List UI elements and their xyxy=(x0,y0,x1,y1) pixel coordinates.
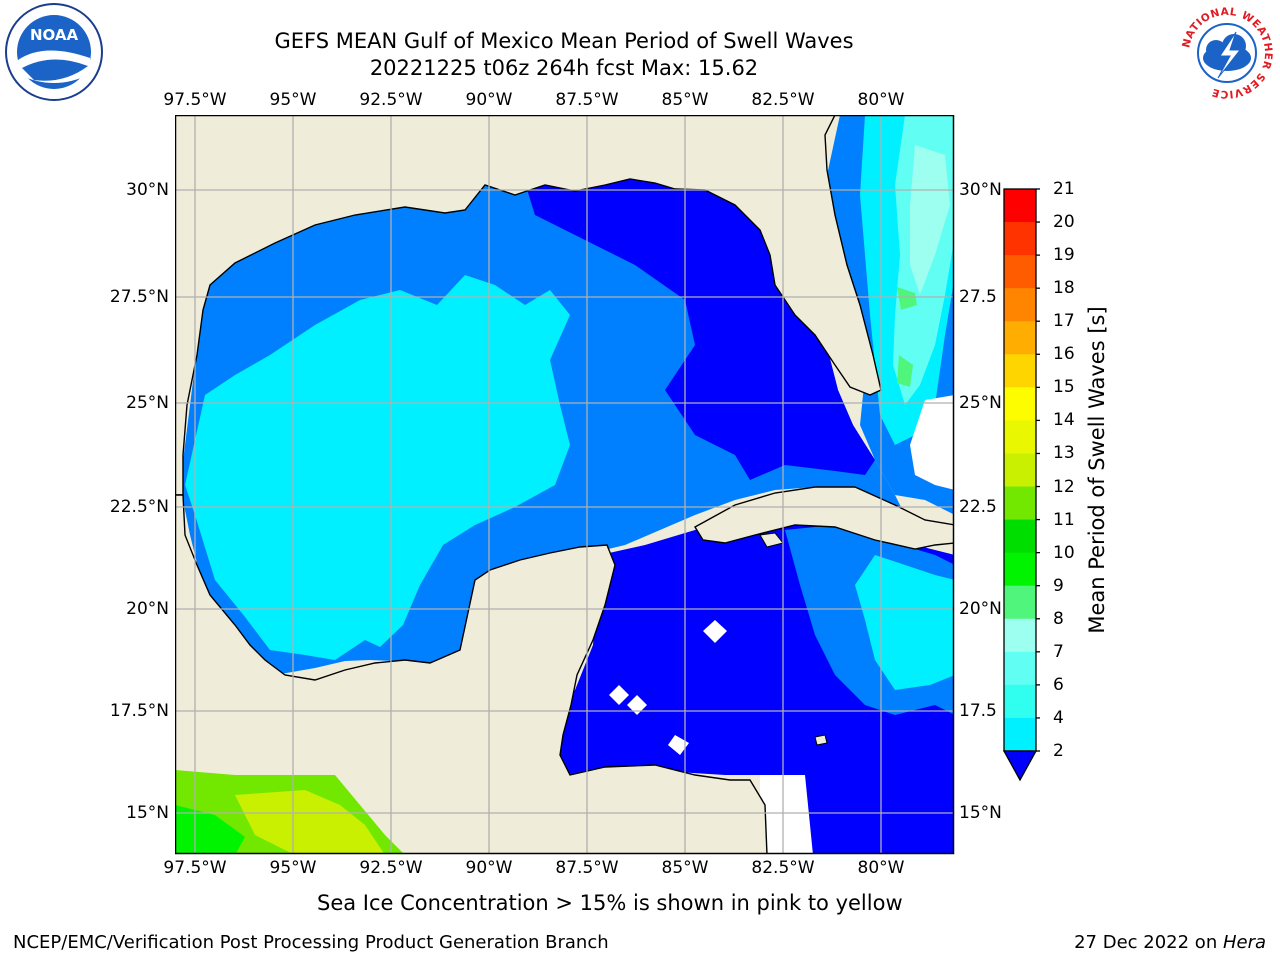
lon-tick-bottom: 85°W xyxy=(661,858,709,878)
lon-tick-bottom: 82.5°W xyxy=(751,858,815,878)
colorbar-segment xyxy=(1004,453,1036,488)
land-mexico xyxy=(175,494,768,854)
lon-tick-top: 92.5°W xyxy=(359,90,423,110)
colorbar-segment xyxy=(1004,387,1036,421)
map-panel xyxy=(175,115,955,855)
footer-date: 27 Dec 2022 on Hera xyxy=(1074,932,1266,953)
chart-subtitle: 20221225 t06z 264h fcst Max: 15.62 xyxy=(369,56,759,80)
colorbar-tick-label: 12 xyxy=(1053,476,1075,497)
colorbar-segment xyxy=(1004,321,1036,355)
colorbar-tick-label: 9 xyxy=(1053,575,1064,596)
pacific-swell-yellow xyxy=(235,790,385,854)
colorbar-tick-label: 8 xyxy=(1053,608,1064,629)
atlantic-swell-9-10 xyxy=(897,287,917,387)
colorbar-segment xyxy=(1004,354,1036,388)
colorbar-segment xyxy=(1004,222,1036,256)
lon-tick-bottom: 80°W xyxy=(857,858,905,878)
colorbar-tick-label: 21 xyxy=(1053,179,1075,199)
colorbar-tick-label: 7 xyxy=(1053,641,1064,662)
lat-tick-left: 27.5°N xyxy=(109,287,169,307)
colorbar-tick-label: 2 xyxy=(1053,741,1064,761)
lon-tick-top: 80°W xyxy=(857,90,905,110)
colorbar-tick-label: 20 xyxy=(1053,212,1075,233)
lon-tick-bottom: 95°W xyxy=(269,858,317,878)
footer-credit: NCEP/EMC/Verification Post Processing Pr… xyxy=(13,932,609,953)
lat-tick-right: 15°N xyxy=(959,803,1002,823)
colorbar-segment xyxy=(1004,288,1036,322)
lat-tick-left: 22.5°N xyxy=(109,497,169,517)
colorbar-segment xyxy=(1004,552,1036,587)
colorbar-segment xyxy=(1004,585,1036,620)
chart-title: GEFS MEAN Gulf of Mexico Mean Period of … xyxy=(274,29,854,53)
nws-logo: NATIONAL WEATHER SERVICE xyxy=(1180,6,1274,100)
map-gridlines xyxy=(175,115,954,854)
map-frame xyxy=(175,115,955,855)
lon-tick-top: 82.5°W xyxy=(751,90,815,110)
colorbar-label: Mean Period of Swell Waves [s] xyxy=(1085,306,1109,634)
colorbar-tick-label: 13 xyxy=(1053,443,1075,464)
lon-tick-bottom: 87.5°W xyxy=(555,858,619,878)
lat-tick-right: 30°N xyxy=(959,180,1002,200)
colorbar-segment xyxy=(1004,189,1036,223)
lat-tick-left: 15°N xyxy=(126,803,169,823)
colorbar-tick-label: 10 xyxy=(1053,542,1075,563)
lat-tick-right: 22.5 xyxy=(959,497,997,517)
colorbar-segment xyxy=(1004,486,1036,521)
colorbar-segment xyxy=(1004,618,1036,653)
lon-tick-top: 97.5°W xyxy=(163,90,227,110)
noaa-logo: NOAA xyxy=(5,3,103,101)
colorbar-extend-arrow xyxy=(1002,750,1038,782)
gulf-swell-6-7 xyxy=(185,275,570,660)
lon-tick-top: 90°W xyxy=(465,90,513,110)
footer-host: Hera xyxy=(1222,932,1266,953)
colorbar-tick-label: 11 xyxy=(1053,509,1075,530)
colorbar-tick-label: 19 xyxy=(1053,245,1075,266)
lat-tick-right: 17.5 xyxy=(959,701,997,721)
lon-tick-top: 95°W xyxy=(269,90,317,110)
lat-tick-left: 20°N xyxy=(126,599,169,619)
noaa-logo-text: NOAA xyxy=(30,26,79,44)
lat-tick-left: 17.5°N xyxy=(109,701,169,721)
lon-tick-bottom: 97.5°W xyxy=(163,858,227,878)
colorbar-tick-label: 4 xyxy=(1053,707,1064,728)
lon-tick-top: 87.5°W xyxy=(555,90,619,110)
atlantic-swell-8-9 xyxy=(910,145,950,295)
colorbar-tick-label: 18 xyxy=(1053,278,1075,299)
lon-tick-top: 85°W xyxy=(661,90,709,110)
gulf-swell-2-4-northeast xyxy=(525,177,875,480)
colorbar-tick-label: 15 xyxy=(1053,377,1075,398)
lat-tick-right: 25°N xyxy=(959,393,1002,413)
colorbar-segment xyxy=(1004,420,1036,454)
lat-tick-right: 27.5 xyxy=(959,287,997,307)
no-data-islands xyxy=(609,620,727,755)
colorbar-tick-label: 17 xyxy=(1053,311,1075,332)
colorbar-segment xyxy=(1004,519,1036,554)
lat-tick-left: 25°N xyxy=(126,393,169,413)
lon-tick-bottom: 92.5°W xyxy=(359,858,423,878)
sea-ice-note: Sea Ice Concentration > 15% is shown in … xyxy=(317,891,903,915)
footer-date-text: 27 Dec 2022 on xyxy=(1074,932,1223,953)
no-data-bahamas xyxy=(910,395,954,490)
colorbar-tick-label: 6 xyxy=(1053,674,1064,695)
colorbar-tick-label: 14 xyxy=(1053,410,1075,431)
lat-tick-left: 30°N xyxy=(126,180,169,200)
colorbar-segment xyxy=(1004,717,1036,752)
colorbar-tick-label: 16 xyxy=(1053,344,1075,365)
lon-tick-bottom: 90°W xyxy=(465,858,513,878)
colorbar-segment xyxy=(1004,684,1036,719)
colorbar-frame xyxy=(1003,188,1037,752)
land-north-coast xyxy=(175,115,882,496)
lat-tick-right: 20°N xyxy=(959,599,1002,619)
colorbar-segment xyxy=(1004,255,1036,289)
pacific-swell-bright xyxy=(175,805,245,854)
caribbean-swell-6-7 xyxy=(855,555,954,690)
colorbar xyxy=(1002,188,1040,782)
colorbar-segment xyxy=(1004,651,1036,686)
no-data-caribbean-south xyxy=(760,775,813,854)
land-cuba xyxy=(694,486,954,550)
